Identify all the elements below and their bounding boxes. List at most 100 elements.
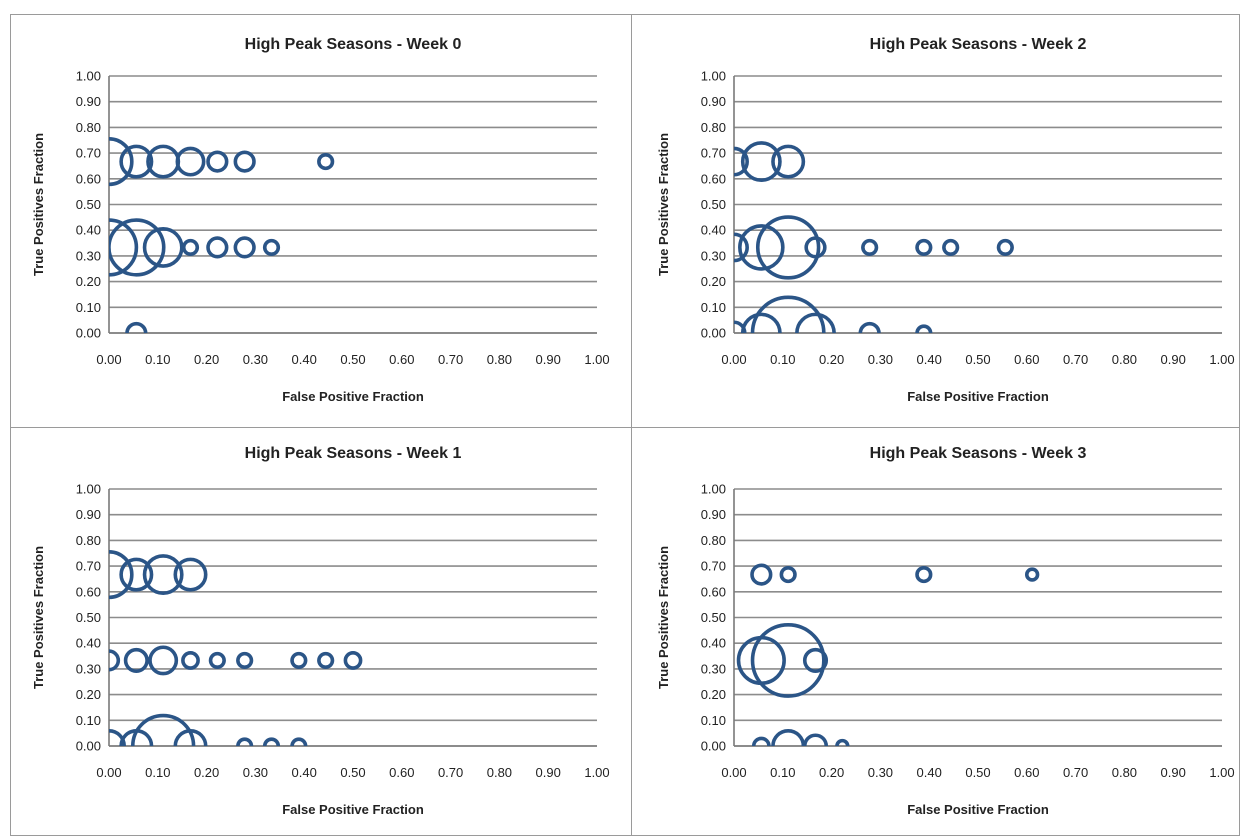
- y-tick-label: 0.50: [701, 610, 726, 625]
- y-tick-label: 1.00: [701, 482, 726, 497]
- bubble-point: [109, 218, 166, 277]
- bubble-point: [861, 238, 879, 257]
- x-tick-label: 0.30: [868, 352, 893, 367]
- bubble-point: [142, 227, 184, 268]
- x-tick-label: 0.80: [487, 765, 512, 780]
- y-tick-label: 0.50: [701, 197, 726, 212]
- bubble-point: [109, 218, 139, 277]
- bubble-point: [738, 224, 785, 271]
- y-tick-label: 0.50: [76, 197, 101, 212]
- y-tick-label: 0.00: [76, 326, 101, 341]
- chart-title: High Peak Seasons - Week 0: [245, 36, 462, 53]
- x-axis-label: False Positive Fraction: [907, 389, 1049, 404]
- bubble-chart-week-2: High Peak Seasons - Week 2 0.00 0.10 0.20 0.…: [656, 36, 1235, 404]
- y-tick-label: 0.00: [76, 739, 101, 754]
- bubble-point: [173, 729, 208, 746]
- chart-title: High Peak Seasons - Week 3: [870, 445, 1087, 462]
- x-tick-label: 0.70: [1063, 765, 1088, 780]
- bubble-point: [804, 236, 827, 259]
- bubble-point: [771, 144, 806, 179]
- bubble-point: [173, 557, 208, 592]
- bubble-point: [233, 150, 256, 173]
- y-axis-label: True Positives Fraction: [31, 546, 46, 689]
- bubble-point: [181, 238, 200, 257]
- bubble-series: [736, 563, 1040, 746]
- x-tick-label: 0.30: [243, 352, 268, 367]
- x-tick-label: 0.50: [965, 352, 990, 367]
- x-tick-label: 0.70: [438, 352, 463, 367]
- bubble-point: [734, 146, 749, 177]
- y-tick-label: 0.90: [76, 94, 101, 109]
- bubble-point: [317, 152, 335, 171]
- bubble-point: [942, 238, 960, 257]
- x-tick-label: 0.00: [721, 765, 746, 780]
- bubble-point: [119, 557, 154, 592]
- y-tick-label: 0.70: [76, 559, 101, 574]
- bubble-point: [175, 146, 206, 177]
- bubble-chart-week-3: High Peak Seasons - Week 3 0.00 0.10 0.20 0.…: [656, 445, 1235, 817]
- bubble-point: [734, 232, 749, 263]
- x-tick-label: 0.60: [1014, 352, 1039, 367]
- y-tick-label: 1.00: [701, 69, 726, 84]
- bubble-point: [996, 238, 1014, 257]
- chart-title: High Peak Seasons - Week 1: [245, 445, 462, 462]
- bubble-point: [181, 651, 200, 670]
- bubble-point: [736, 635, 786, 686]
- bubble-point: [109, 729, 126, 746]
- bubble-point: [751, 736, 771, 746]
- x-tick-label: 0.90: [536, 765, 561, 780]
- x-tick-label: 0.90: [536, 352, 561, 367]
- x-axis-label: False Positive Fraction: [907, 802, 1049, 817]
- x-axis-label: False Positive Fraction: [282, 802, 424, 817]
- x-tick-label: 0.40: [917, 352, 942, 367]
- x-tick-label: 0.50: [340, 352, 365, 367]
- bubble-point: [109, 649, 121, 672]
- x-tick-label: 0.90: [1161, 352, 1186, 367]
- chart-title: High Peak Seasons - Week 2: [870, 36, 1087, 53]
- x-tick-label: 0.10: [145, 765, 170, 780]
- bubble-point: [915, 238, 933, 257]
- x-tick-label: 0.80: [487, 352, 512, 367]
- x-tick-label: 0.80: [1112, 352, 1137, 367]
- bubble-point: [915, 324, 933, 333]
- x-tick-label: 1.00: [1209, 352, 1234, 367]
- y-tick-label: 0.40: [701, 223, 726, 238]
- x-tick-label: 0.30: [868, 765, 893, 780]
- bubble-point: [779, 565, 797, 584]
- x-tick-label: 0.00: [721, 352, 746, 367]
- bubble-point: [750, 622, 826, 698]
- y-tick-label: 0.90: [701, 94, 726, 109]
- x-tick-label: 0.00: [96, 765, 121, 780]
- y-tick-label: 1.00: [76, 69, 101, 84]
- bubble-point: [130, 713, 196, 746]
- x-tick-label: 0.70: [1063, 352, 1088, 367]
- x-tick-label: 0.90: [1161, 765, 1186, 780]
- y-tick-label: 0.20: [76, 274, 101, 289]
- y-tick-label: 0.70: [701, 146, 726, 161]
- y-tick-label: 0.00: [701, 326, 726, 341]
- chart-panel-week-3: High Peak Seasons - Week 3 0.00 0.10 0.20 0.…: [631, 427, 1240, 836]
- bubble-point: [343, 651, 363, 670]
- x-tick-label: 0.60: [1014, 765, 1039, 780]
- bubble-point: [236, 651, 254, 670]
- x-tick-label: 0.80: [1112, 765, 1137, 780]
- bubble-series: [734, 141, 1014, 333]
- y-tick-label: 0.60: [701, 171, 726, 186]
- x-tick-label: 0.50: [340, 765, 365, 780]
- bubble-point: [148, 645, 179, 676]
- bubble-point: [1024, 567, 1040, 582]
- y-tick-label: 1.00: [76, 482, 101, 497]
- bubble-point: [290, 651, 308, 670]
- x-tick-label: 0.60: [389, 765, 414, 780]
- x-tick-label: 1.00: [584, 765, 609, 780]
- bubble-series: [109, 549, 363, 746]
- chart-panel-week-0: High Peak Seasons - Week 0 0.00 0.10 0.20 0.…: [10, 14, 632, 428]
- y-tick-label: 0.30: [76, 248, 101, 263]
- y-tick-label: 0.30: [701, 661, 726, 676]
- y-tick-label: 0.20: [701, 687, 726, 702]
- y-axis-label: True Positives Fraction: [656, 546, 671, 689]
- y-axis-label: True Positives Fraction: [31, 133, 46, 276]
- bubble-point: [290, 737, 308, 746]
- x-tick-label: 0.40: [917, 765, 942, 780]
